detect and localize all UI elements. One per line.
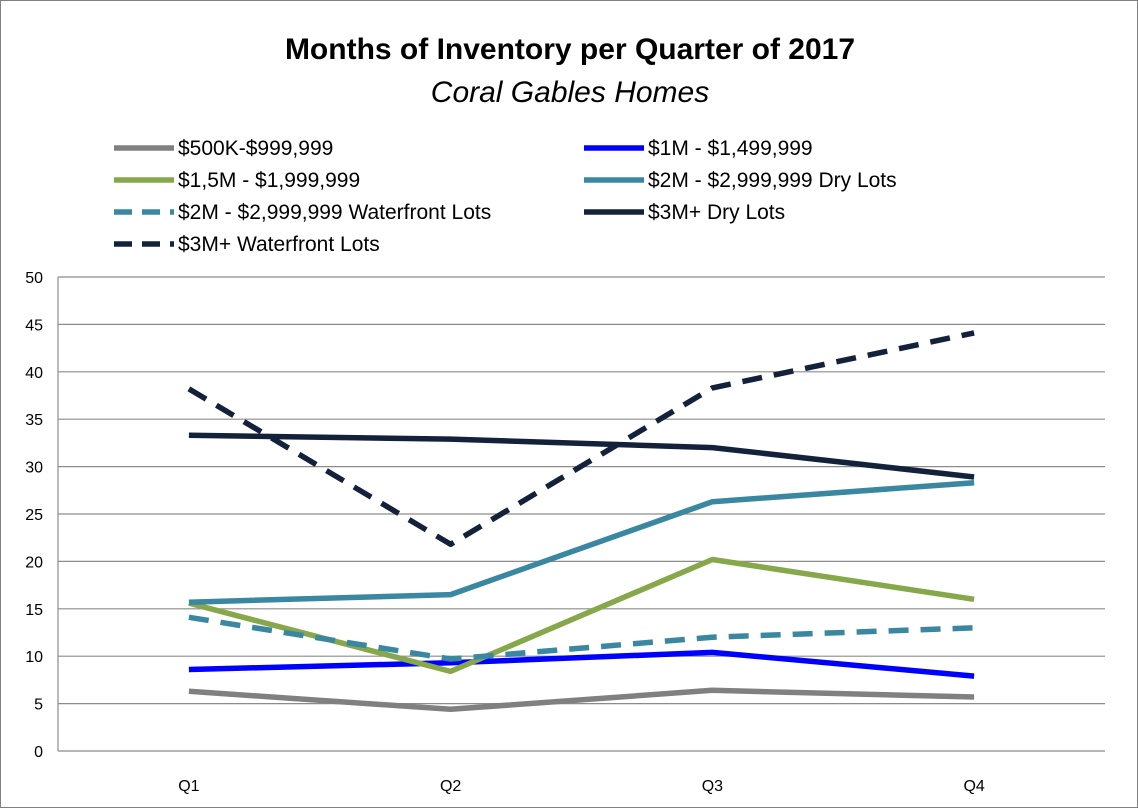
chart-subtitle: Coral Gables Homes bbox=[431, 76, 709, 109]
y-tick-label: 45 bbox=[25, 317, 43, 334]
y-tick-label: 10 bbox=[25, 649, 43, 666]
legend-label: $3M+ Waterfront Lots bbox=[178, 233, 380, 256]
series-line-4 bbox=[188, 479, 975, 605]
series-line-3 bbox=[188, 556, 975, 675]
y-tick-label: 25 bbox=[25, 507, 43, 524]
legend: $500K-$999,999 $1M - $1,499,999 $1,5M - $1… bbox=[114, 137, 897, 256]
series-line-5 bbox=[188, 614, 975, 662]
series-line-2 bbox=[188, 649, 975, 679]
y-tick-label: 0 bbox=[34, 744, 43, 761]
legend-label: $3M+ Dry Lots bbox=[648, 201, 785, 224]
y-tick-label: 20 bbox=[25, 554, 43, 571]
series-line-7 bbox=[187, 330, 975, 548]
axes: 0 5 10 15 20 25 30 35 40 45 50 Q1 Q2 Q3 Q4 bbox=[25, 270, 1105, 795]
series-line-6 bbox=[188, 432, 975, 480]
legend-label: $500K-$999,999 bbox=[178, 137, 333, 160]
legend-label: $2M - $2,999,999 Waterfront Lots bbox=[178, 201, 491, 224]
x-tick-label: Q4 bbox=[963, 778, 984, 795]
chart-title: Months of Inventory per Quarter of 2017 bbox=[285, 33, 855, 66]
x-tick-label: Q3 bbox=[702, 778, 723, 795]
y-tick-label: 30 bbox=[25, 460, 43, 477]
series-lines bbox=[187, 330, 975, 713]
x-tick-label: Q1 bbox=[178, 778, 199, 795]
y-tick-label: 5 bbox=[34, 697, 43, 714]
legend-label: $1,5M - $1,999,999 bbox=[178, 169, 360, 192]
legend-label: $2M - $2,999,999 Dry Lots bbox=[648, 169, 897, 192]
series-line-1 bbox=[188, 687, 975, 713]
y-tick-label: 50 bbox=[25, 270, 43, 287]
y-tick-label: 40 bbox=[25, 365, 43, 382]
y-tick-label: 15 bbox=[25, 602, 43, 619]
legend-label: $1M - $1,499,999 bbox=[648, 137, 813, 160]
y-tick-label: 35 bbox=[25, 412, 43, 429]
x-tick-label: Q2 bbox=[440, 778, 461, 795]
